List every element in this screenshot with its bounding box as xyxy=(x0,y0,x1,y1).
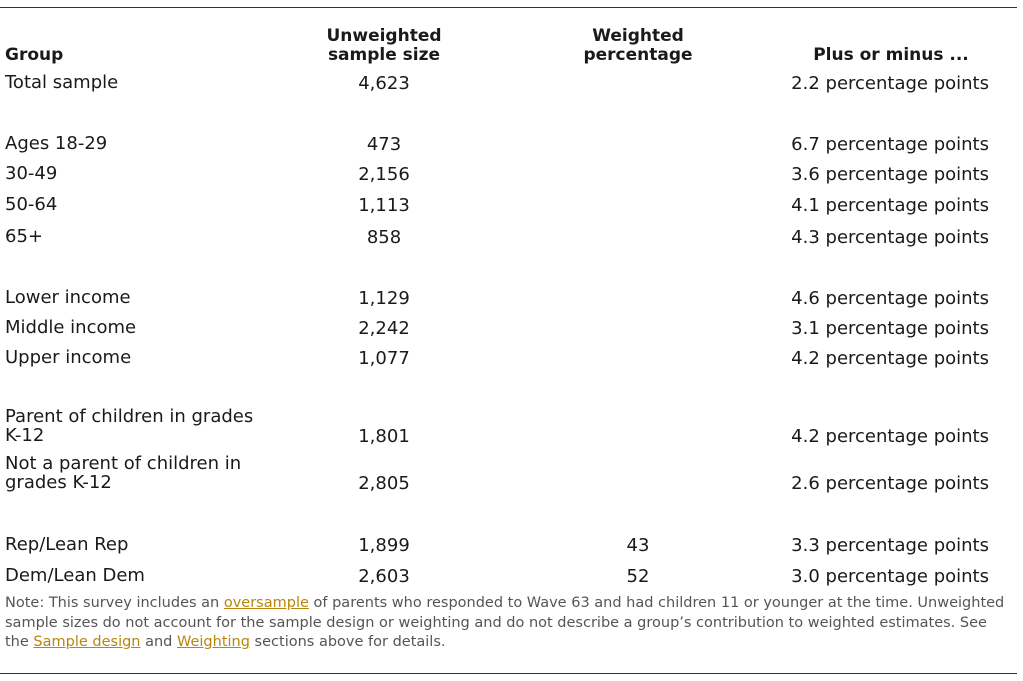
row-group-label: Middle income xyxy=(5,317,137,338)
row-group-label: Not a parent of children in xyxy=(5,453,242,474)
row-sample-size: 2,805 xyxy=(358,473,410,494)
row-sample-size: 1,113 xyxy=(358,195,410,216)
header-group: Group xyxy=(5,45,64,65)
row-weighted-percentage: 43 xyxy=(626,535,650,556)
row-group-label: Ages 18-29 xyxy=(5,133,108,154)
table-row: Middle income 2,242 3.1 percentage point… xyxy=(0,317,1017,339)
row-group-label: Parent of children in grades xyxy=(5,406,254,427)
row-sample-size: 858 xyxy=(366,227,402,248)
weighting-link[interactable]: Weighting xyxy=(177,634,250,650)
table-row: Dem/Lean Dem 2,603 52 3.0 percentage poi… xyxy=(0,565,1017,587)
table-row: Lower income 1,129 4.6 percentage points xyxy=(0,287,1017,309)
row-group-label: 65+ xyxy=(5,226,43,247)
table-row: Upper income 1,077 4.2 percentage points xyxy=(0,347,1017,369)
row-margin-of-error: 3.0 percentage points xyxy=(791,566,989,587)
table-row: 30-49 2,156 3.6 percentage points xyxy=(0,163,1017,185)
row-group-label: Lower income xyxy=(5,287,131,308)
oversample-link[interactable]: oversample xyxy=(223,595,309,611)
table-row: Parent of children in grades K-12 1,801 … xyxy=(0,407,1017,447)
table-row: Total sample 4,623 2.2 percentage points xyxy=(0,72,1017,94)
row-group-label-continued: K-12 xyxy=(5,425,45,446)
note-prefix: Note: This survey includes an xyxy=(5,595,224,611)
row-margin-of-error: 4.6 percentage points xyxy=(791,288,989,309)
row-margin-of-error: 4.2 percentage points xyxy=(791,348,989,369)
row-sample-size: 1,801 xyxy=(358,426,410,447)
row-margin-of-error: 4.2 percentage points xyxy=(791,426,989,447)
row-sample-size: 4,623 xyxy=(358,73,410,94)
row-group-label: Total sample xyxy=(5,72,119,93)
row-sample-size: 473 xyxy=(366,134,402,155)
table-row: 65+ 858 4.3 percentage points xyxy=(0,226,1017,248)
note-suffix: sections above for details. xyxy=(249,634,446,650)
row-sample-size: 2,603 xyxy=(358,566,410,587)
row-margin-of-error: 3.1 percentage points xyxy=(791,318,989,339)
table-row: 50-64 1,113 4.1 percentage points xyxy=(0,194,1017,216)
bottom-rule xyxy=(0,673,1017,674)
header-unweighted-sample-size: Unweighted sample size xyxy=(326,26,442,65)
row-sample-size: 2,242 xyxy=(358,318,410,339)
table-note: Note: This survey includes an oversample… xyxy=(5,594,1015,653)
row-margin-of-error: 4.1 percentage points xyxy=(791,195,989,216)
row-group-label: Rep/Lean Rep xyxy=(5,534,129,555)
row-group-label: Dem/Lean Dem xyxy=(5,565,145,586)
table-row: Not a parent of children in grades K-12 … xyxy=(0,454,1017,494)
row-group-label: 50-64 xyxy=(5,194,58,215)
row-margin-of-error: 2.2 percentage points xyxy=(791,73,989,94)
row-margin-of-error: 3.6 percentage points xyxy=(791,164,989,185)
header-margin-of-error: Plus or minus ... xyxy=(813,45,969,65)
top-rule xyxy=(0,7,1017,8)
row-margin-of-error: 4.3 percentage points xyxy=(791,227,989,248)
header-weighted-percentage: Weighted percentage xyxy=(583,26,693,65)
row-weighted-percentage: 52 xyxy=(626,566,650,587)
note-and: and xyxy=(140,634,177,650)
row-sample-size: 1,129 xyxy=(358,288,410,309)
row-margin-of-error: 2.6 percentage points xyxy=(791,473,989,494)
table-row: Ages 18-29 473 6.7 percentage points xyxy=(0,133,1017,155)
row-sample-size: 1,077 xyxy=(358,348,410,369)
row-margin-of-error: 6.7 percentage points xyxy=(791,134,989,155)
note-middle: of parents who responded to Wave 63 and … xyxy=(5,595,1005,650)
row-sample-size: 1,899 xyxy=(358,535,410,556)
row-group-label: 30-49 xyxy=(5,163,58,184)
sample-design-link[interactable]: Sample design xyxy=(33,634,141,650)
table-row: Rep/Lean Rep 1,899 43 3.3 percentage poi… xyxy=(0,534,1017,556)
row-group-label-continued: grades K-12 xyxy=(5,472,112,493)
row-group-label: Upper income xyxy=(5,347,132,368)
row-sample-size: 2,156 xyxy=(358,164,410,185)
row-margin-of-error: 3.3 percentage points xyxy=(791,535,989,556)
